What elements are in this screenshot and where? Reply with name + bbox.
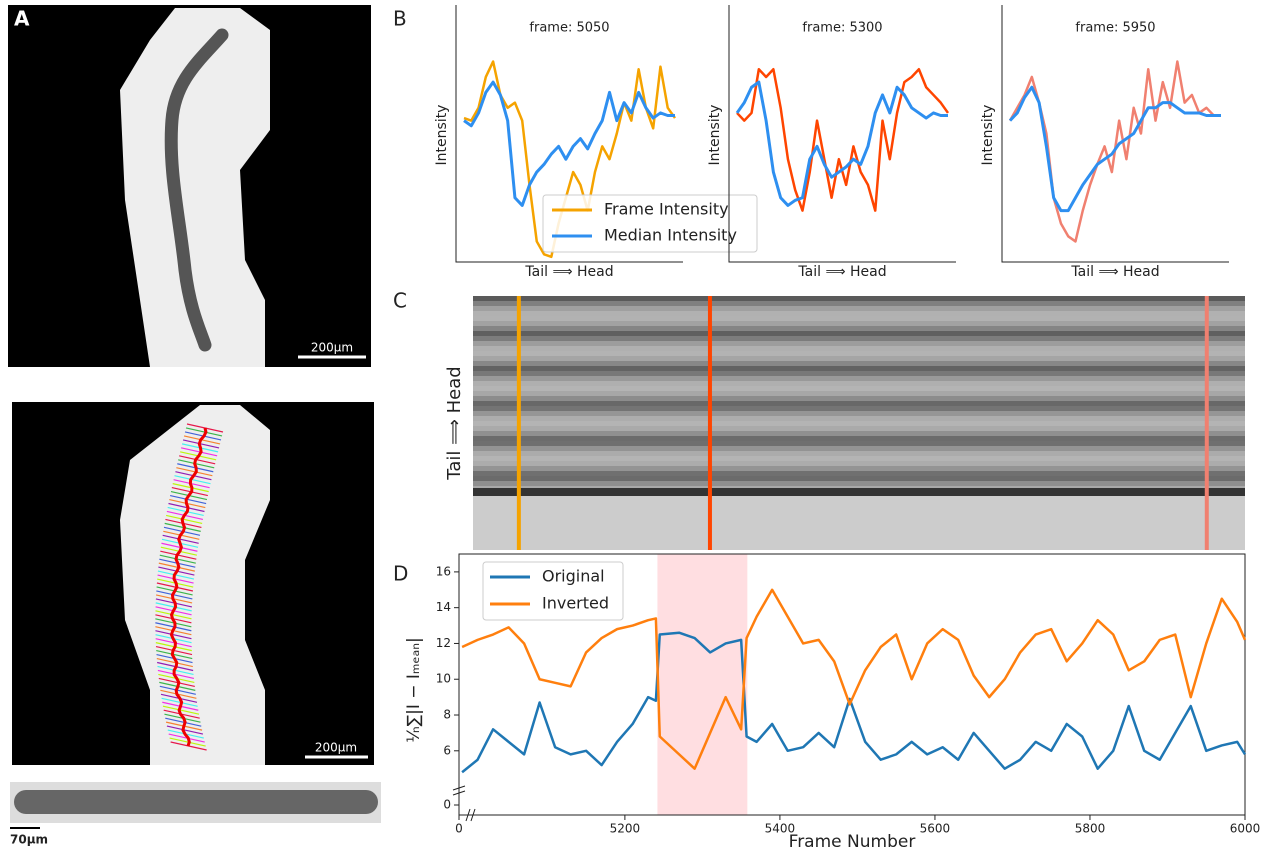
axis-spine <box>729 5 956 262</box>
y-tick-label: 0 <box>443 798 451 812</box>
x-axis-label: Tail ⟹ Head <box>797 264 886 280</box>
kymograph-band <box>473 421 1245 426</box>
legend-label: Original <box>542 567 605 586</box>
kymograph-band <box>473 321 1245 326</box>
y-axis-label: Intensity <box>980 105 996 166</box>
kymograph-band <box>473 341 1245 346</box>
y-axis-label: Intensity <box>434 105 450 166</box>
series-line <box>462 633 1245 773</box>
x-tick-label: 6000 <box>1230 822 1261 836</box>
x-axis-label: Tail ⟹ Head <box>524 264 613 280</box>
panel-label: D <box>393 562 408 586</box>
kymograph-band <box>473 381 1245 386</box>
panel-label: C <box>393 289 407 313</box>
y-axis-label: Tail ⟹ Head <box>444 366 465 480</box>
kymograph-band <box>473 471 1245 476</box>
x-tick-label: 5200 <box>610 822 641 836</box>
kymograph-band <box>473 361 1245 366</box>
legend-label: Frame Intensity <box>604 200 729 219</box>
x-tick-label: 0 <box>455 822 463 836</box>
legend-label: Inverted <box>542 594 609 613</box>
kymograph-band <box>473 411 1245 416</box>
kymograph-band <box>473 316 1245 321</box>
legend-label: Median Intensity <box>604 226 737 245</box>
kymograph-band <box>473 301 1245 306</box>
y-tick-label: 10 <box>436 672 451 686</box>
kymograph-band <box>473 331 1245 336</box>
kymograph-band <box>473 376 1245 381</box>
highlight-region <box>657 554 747 815</box>
kymograph-band <box>473 496 1245 550</box>
y-axis-label: Intensity <box>707 105 723 166</box>
kymograph-band <box>473 396 1245 401</box>
chart-title: frame: 5300 <box>802 21 882 36</box>
kymograph-band <box>473 351 1245 356</box>
series-line <box>1010 87 1221 210</box>
kymograph-band <box>473 336 1245 341</box>
kymograph-band <box>473 371 1245 376</box>
y-tick-label: 14 <box>436 600 451 614</box>
figure: 200µm 200µm 70µm A B C D frame: 5050 Tail… <box>0 0 1266 853</box>
series-line <box>737 82 948 205</box>
y-tick-label: 12 <box>436 636 451 650</box>
x-axis-label: Frame Number <box>789 832 916 852</box>
scale-label: 200µm <box>315 741 357 755</box>
kymograph-band <box>473 441 1245 446</box>
straightened-body <box>14 790 378 814</box>
axis-spine <box>1002 5 1229 262</box>
scale-label: 200µm <box>311 341 353 355</box>
kymograph-band <box>473 366 1245 371</box>
kymograph-band <box>473 346 1245 351</box>
kymograph-band <box>473 401 1245 406</box>
kymograph-band <box>473 436 1245 441</box>
kymograph-band <box>473 476 1245 481</box>
x-tick-label: 5600 <box>920 822 951 836</box>
y-tick-label: 16 <box>436 564 451 578</box>
chart-title: frame: 5050 <box>529 21 609 36</box>
kymograph-band <box>473 296 1245 301</box>
chart-title: frame: 5950 <box>1075 21 1155 36</box>
scale-label: 70µm <box>10 833 48 847</box>
panel-label: A <box>14 7 30 31</box>
kymograph-band <box>473 481 1245 486</box>
panel-label: B <box>393 7 407 31</box>
kymograph-band <box>473 391 1245 396</box>
kymograph-band <box>473 446 1245 451</box>
kymograph-band <box>473 406 1245 411</box>
kymograph-band <box>473 451 1245 456</box>
kymograph-band <box>473 306 1245 311</box>
kymograph-band <box>473 311 1245 316</box>
page: {"panel_labels":["A","B","C","D"], "scal… <box>0 0 1266 853</box>
kymograph-band <box>473 386 1245 391</box>
kymograph-band <box>473 326 1245 331</box>
kymograph-band <box>473 466 1245 471</box>
kymograph-band <box>473 356 1245 361</box>
y-axis-label: ¹⁄ₙ∑|I − Iₘₑₐₙ| <box>404 637 424 743</box>
x-tick-label: 5800 <box>1075 822 1106 836</box>
x-axis-label: Tail ⟹ Head <box>1070 264 1159 280</box>
kymograph-band <box>473 431 1245 436</box>
kymograph-band <box>473 461 1245 466</box>
kymograph-band <box>473 416 1245 421</box>
kymograph-band <box>473 456 1245 461</box>
kymograph-band <box>473 488 1245 496</box>
y-tick-label: 8 <box>443 708 451 722</box>
y-tick-label: 6 <box>443 743 451 757</box>
kymograph-band <box>473 426 1245 431</box>
